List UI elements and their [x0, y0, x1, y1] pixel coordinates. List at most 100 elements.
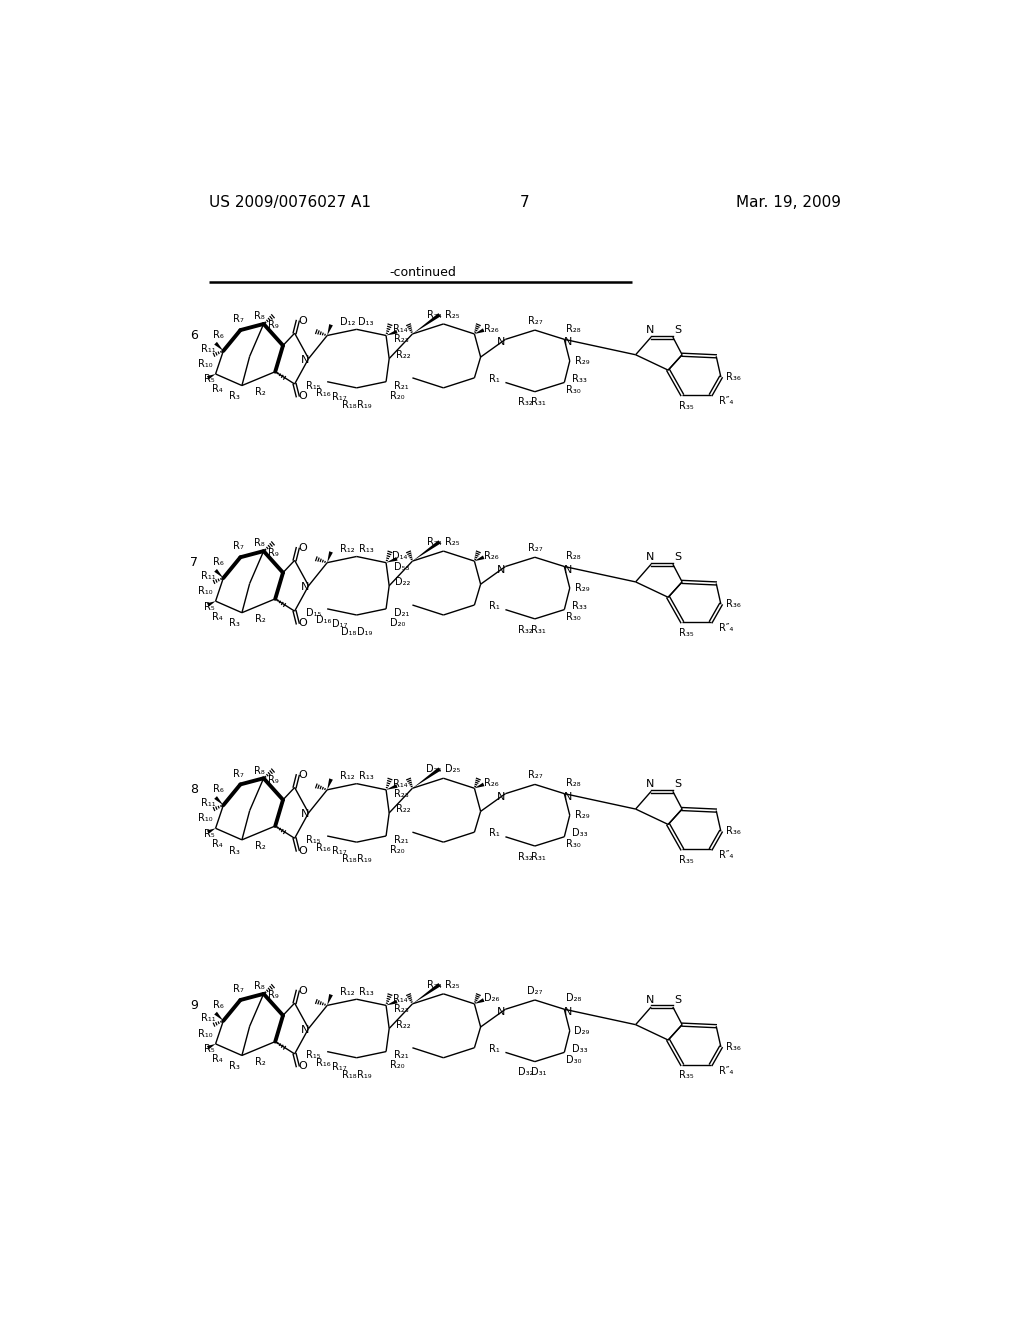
Text: R₈: R₈: [254, 981, 265, 991]
Text: R₂₀: R₂₀: [390, 845, 406, 855]
Text: R₅: R₅: [204, 829, 215, 838]
Text: R₁₇: R₁₇: [332, 392, 347, 403]
Text: 6: 6: [190, 329, 198, 342]
Polygon shape: [214, 569, 223, 578]
Text: R₁₀: R₁₀: [199, 1028, 213, 1039]
Text: D₂₇: D₂₇: [527, 986, 543, 995]
Text: R₁₅: R₁₅: [306, 380, 321, 391]
Text: R₃₀: R₃₀: [566, 612, 581, 622]
Text: R₂₁: R₂₁: [394, 380, 409, 391]
Text: O: O: [298, 770, 307, 780]
Polygon shape: [207, 601, 216, 607]
Text: R₂₆: R₂₆: [484, 323, 499, 334]
Polygon shape: [413, 313, 440, 334]
Text: R″₄: R″₄: [719, 1065, 733, 1076]
Text: 8: 8: [190, 783, 198, 796]
Text: US 2009/0076027 A1: US 2009/0076027 A1: [209, 195, 372, 210]
Polygon shape: [214, 1011, 223, 1020]
Text: R₂₉: R₂₉: [574, 583, 590, 593]
Text: R₁₄: R₁₄: [393, 994, 408, 1005]
Text: R₂₆: R₂₆: [484, 777, 499, 788]
Text: R₃₁: R₃₁: [531, 624, 546, 635]
Text: N: N: [645, 779, 653, 789]
Polygon shape: [386, 330, 397, 335]
Text: R₄: R₄: [212, 838, 222, 849]
Text: R₂₆: R₂₆: [484, 550, 499, 561]
Text: R₃₃: R₃₃: [572, 374, 587, 384]
Polygon shape: [214, 342, 223, 351]
Text: D₃₃: D₃₃: [572, 1044, 588, 1053]
Polygon shape: [474, 998, 484, 1003]
Text: R₂₂: R₂₂: [396, 804, 411, 814]
Text: Mar. 19, 2009: Mar. 19, 2009: [736, 195, 841, 210]
Text: R₁₁: R₁₁: [201, 570, 215, 581]
Text: R₃₁: R₃₁: [531, 397, 546, 408]
Text: R₄: R₄: [212, 1055, 222, 1064]
Text: 7: 7: [520, 195, 529, 210]
Text: R₁₅: R₁₅: [306, 1051, 321, 1060]
Text: R₆: R₆: [213, 784, 224, 795]
Text: R₂₀: R₂₀: [390, 391, 406, 400]
Text: D₃₂: D₃₂: [518, 1068, 534, 1077]
Text: R₃₅: R₃₅: [679, 628, 693, 638]
Text: R₇: R₇: [233, 768, 244, 779]
Text: R₂₄: R₂₄: [427, 310, 441, 319]
Text: R₂₅: R₂₅: [445, 310, 460, 319]
Text: D₂₂: D₂₂: [395, 577, 411, 587]
Text: D₂₁: D₂₁: [394, 607, 410, 618]
Text: R₁₈: R₁₈: [342, 1069, 356, 1080]
Text: R₃₆: R₃₆: [726, 372, 740, 381]
Text: N: N: [301, 1026, 309, 1035]
Text: R₈: R₈: [254, 539, 265, 548]
Text: D₃₃: D₃₃: [572, 828, 588, 838]
Text: R₃₂: R₃₂: [518, 851, 532, 862]
Text: R₁₇: R₁₇: [332, 1063, 347, 1072]
Polygon shape: [207, 374, 216, 380]
Text: R₃₅: R₃₅: [679, 400, 693, 411]
Text: R₂₉: R₂₉: [574, 356, 590, 366]
Text: R₁₈: R₁₈: [342, 854, 356, 865]
Text: R₆: R₆: [213, 557, 224, 566]
Text: R₉: R₉: [268, 548, 280, 557]
Text: R₉: R₉: [268, 775, 280, 785]
Text: R₁₄: R₁₄: [393, 779, 408, 788]
Text: R₂₇: R₂₇: [527, 770, 542, 780]
Text: R₁₄: R₁₄: [393, 325, 408, 334]
Text: R₅: R₅: [204, 1044, 215, 1055]
Text: D₂₀: D₂₀: [390, 618, 406, 628]
Text: N: N: [564, 792, 572, 801]
Text: R₃₂: R₃₂: [518, 624, 532, 635]
Text: D₁₉: D₁₉: [356, 627, 372, 638]
Text: R₁₉: R₁₉: [357, 854, 372, 865]
Text: R₁₅: R₁₅: [306, 834, 321, 845]
Text: D₁₆: D₁₆: [315, 615, 331, 626]
Text: N: N: [564, 338, 572, 347]
Text: O: O: [298, 315, 307, 326]
Text: R₂: R₂: [255, 1056, 266, 1067]
Text: R₃₀: R₃₀: [566, 840, 581, 850]
Polygon shape: [413, 983, 440, 1003]
Text: R₁₂: R₁₂: [340, 986, 354, 997]
Text: R₈: R₈: [254, 312, 265, 321]
Text: R₂: R₂: [255, 841, 266, 851]
Text: R₇: R₇: [233, 985, 244, 994]
Text: N: N: [645, 552, 653, 562]
Text: R₁₀: R₁₀: [199, 813, 213, 824]
Text: O: O: [298, 619, 307, 628]
Text: O: O: [298, 1061, 307, 1072]
Text: R₁₉: R₁₉: [357, 1069, 372, 1080]
Text: R₁₁: R₁₁: [201, 797, 215, 808]
Text: R₃₅: R₃₅: [679, 1071, 693, 1081]
Text: R₂: R₂: [255, 387, 266, 397]
Text: R₁₀: R₁₀: [199, 359, 213, 370]
Text: O: O: [298, 846, 307, 855]
Text: R₁₁: R₁₁: [201, 343, 215, 354]
Text: R₁₂: R₁₂: [340, 544, 354, 554]
Text: R₃: R₃: [228, 846, 240, 855]
Text: O: O: [298, 986, 307, 995]
Text: O: O: [298, 391, 307, 401]
Text: R₂₃: R₂₃: [394, 1005, 409, 1014]
Text: R₃: R₃: [228, 619, 240, 628]
Text: R″₄: R″₄: [719, 396, 733, 407]
Text: -continued: -continued: [389, 265, 456, 279]
